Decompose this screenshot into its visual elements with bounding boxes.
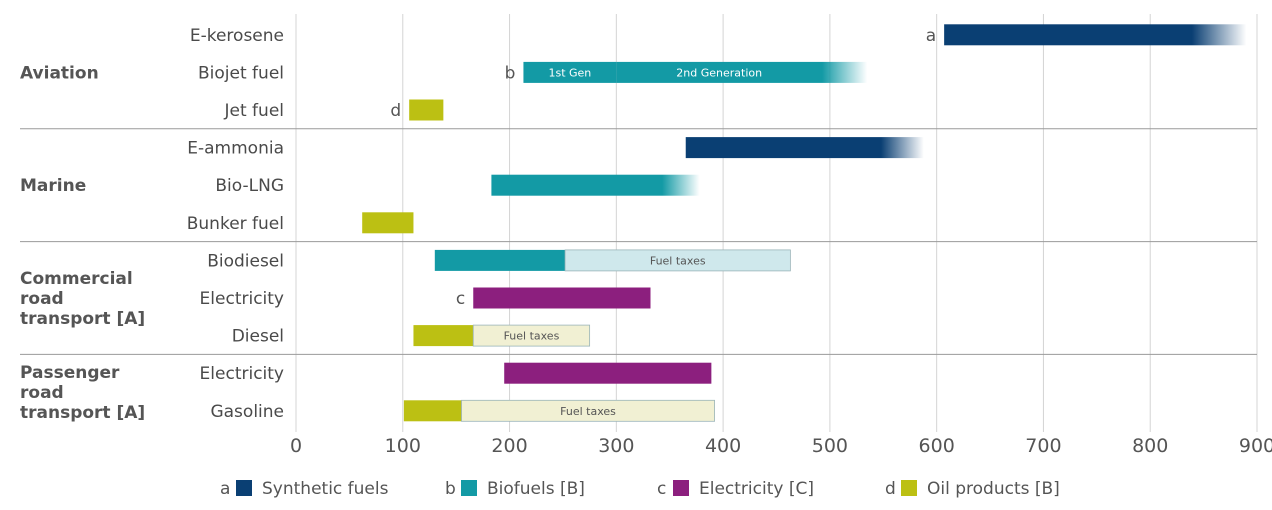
legend-swatch — [673, 480, 689, 496]
bars: a 1st Gen 2nd Generation b d Fuel taxes c Fuel … — [362, 24, 1247, 422]
x-tick-label: 200 — [491, 435, 527, 457]
legend-swatch — [236, 480, 252, 496]
bar-segment-biofuel — [616, 61, 868, 83]
x-tick-label: 0 — [290, 435, 302, 457]
sector-label: Passenger road transport [A] — [20, 363, 145, 423]
sector-label: Commercial road transport [A] — [20, 269, 145, 329]
legend: a Synthetic fuels b Biofuels [B] c Electricit… — [220, 479, 1060, 499]
legend-label: Synthetic fuels — [262, 479, 389, 499]
x-tick-label: 500 — [812, 435, 848, 457]
legend-key: b — [445, 479, 456, 499]
x-tick-label: 800 — [1132, 435, 1168, 457]
bar-segment-synthetic — [685, 137, 924, 159]
sector-label: Marine — [20, 176, 86, 196]
row-marker-letter: a — [926, 26, 936, 46]
row-labels: E-kerosene Biojet fuel Jet fuel Aviation E-a… — [20, 26, 284, 423]
row-marker-letter: c — [456, 289, 465, 309]
sector-label-line: Aviation — [20, 63, 99, 83]
bar-segment-biofuel — [434, 249, 566, 271]
bar-segment-oil — [413, 325, 474, 347]
legend-key: d — [885, 479, 896, 499]
bar-segment-electricity — [473, 287, 651, 309]
x-tick-label: 100 — [385, 435, 421, 457]
x-tick-label: 700 — [1025, 435, 1061, 457]
x-tick-label: 900 — [1239, 435, 1272, 457]
row-label: Electricity — [200, 364, 284, 384]
x-axis-ticks: 0 100 200 300 400 500 600 700 800 900 — [290, 435, 1272, 457]
bar-segment-oil — [409, 99, 444, 121]
legend-key: c — [657, 479, 666, 499]
segment-label: Fuel taxes — [504, 330, 560, 343]
legend-label: Electricity [C] — [699, 479, 814, 499]
row-label: E-ammonia — [187, 139, 284, 159]
row-label: Biojet fuel — [198, 63, 284, 83]
bar-segment-synthetic — [944, 24, 1247, 46]
bar-segment-oil — [403, 400, 462, 422]
bar-segment-biofuel — [491, 174, 700, 196]
segment-label: 1st Gen — [548, 66, 591, 79]
sector-label-line: Commercial — [20, 269, 133, 289]
row-label: Bunker fuel — [187, 214, 284, 234]
legend-swatch — [461, 480, 477, 496]
segment-label: Fuel taxes — [560, 405, 616, 418]
sector-label-line: transport [A] — [20, 403, 145, 423]
group-separators — [20, 128, 1257, 355]
legend-label: Biofuels [B] — [487, 479, 585, 499]
row-marker-letter: d — [390, 101, 401, 121]
segment-label: 2nd Generation — [676, 66, 762, 79]
bar-segment-tax_oil — [472, 324, 591, 347]
row-label: E-kerosene — [190, 26, 284, 46]
row-label: Electricity — [200, 289, 284, 309]
x-tick-label: 600 — [919, 435, 955, 457]
row-label: Jet fuel — [224, 101, 284, 121]
row-label: Gasoline — [210, 402, 284, 422]
bar-segment-tax_oil — [461, 399, 715, 422]
sector-label-line: Passenger — [20, 363, 120, 383]
legend-key: a — [220, 479, 230, 499]
legend-swatch — [901, 480, 917, 496]
bar-segment-electricity — [504, 362, 712, 384]
bar-segment-oil — [362, 212, 414, 234]
bar-segment-tax_bio — [564, 249, 791, 272]
legend-label: Oil products [B] — [927, 479, 1060, 499]
x-tick-label: 400 — [705, 435, 741, 457]
sector-label-line: transport [A] — [20, 309, 145, 329]
row-label: Biodiesel — [207, 251, 284, 271]
sector-label-line: Marine — [20, 176, 86, 196]
sector-label-line: road — [20, 289, 64, 309]
bar-segment-biofuel — [523, 61, 617, 83]
row-label: Bio-LNG — [215, 176, 284, 196]
row-marker-letter: b — [505, 63, 516, 83]
row-label: Diesel — [232, 327, 284, 347]
sector-label-line: road — [20, 383, 64, 403]
segment-label: Fuel taxes — [650, 254, 706, 267]
gridlines — [295, 14, 1258, 432]
sector-label: Aviation — [20, 63, 99, 83]
x-tick-label: 300 — [598, 435, 634, 457]
